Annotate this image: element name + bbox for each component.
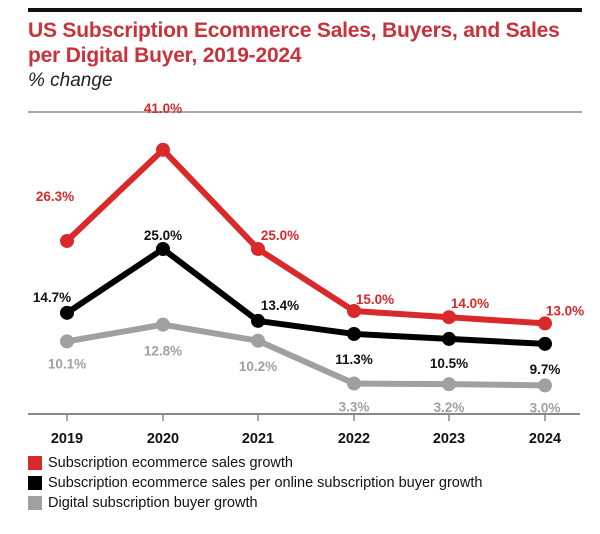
data-point [538, 378, 552, 393]
series-line [64, 146, 546, 327]
data-label: 41.0% [144, 101, 182, 116]
data-label: 10.5% [430, 356, 468, 371]
data-label: 14.7% [33, 290, 71, 305]
data-point [156, 242, 170, 256]
legend: Subscription ecommerce sales growth Subs… [28, 453, 482, 513]
top-rule [28, 8, 582, 12]
data-point [60, 233, 74, 248]
x-tick-label: 2024 [529, 431, 561, 447]
data-point [442, 377, 456, 392]
data-point [251, 242, 265, 256]
data-point [442, 331, 456, 346]
data-point [60, 334, 74, 349]
legend-label: Subscription ecommerce sales growth [48, 455, 293, 471]
x-tick-label: 2019 [51, 431, 83, 447]
x-tick-label: 2021 [242, 431, 274, 447]
data-label: 11.3% [335, 352, 373, 367]
series-line [65, 246, 546, 347]
data-label: 12.8% [144, 344, 182, 359]
data-point [538, 336, 552, 351]
data-label: 10.2% [239, 359, 277, 374]
data-label: 3.3% [339, 400, 370, 415]
x-tick-label: 2022 [338, 431, 370, 447]
data-point [347, 376, 361, 391]
legend-label: Subscription ecommerce sales per online … [48, 475, 483, 491]
data-label: 15.0% [356, 292, 394, 307]
header-rule [28, 111, 582, 113]
legend-swatch [28, 456, 42, 470]
legend-label: Digital subscription buyer growth [48, 495, 258, 511]
data-point [442, 310, 456, 325]
legend-item: Subscription ecommerce sales per online … [28, 473, 482, 493]
data-label: 3.2% [434, 400, 465, 415]
x-tick-label: 2020 [147, 431, 179, 447]
data-label: 3.0% [530, 400, 561, 415]
data-point [347, 326, 361, 341]
data-label: 9.7% [530, 362, 561, 377]
data-label: 25.0% [144, 228, 182, 243]
legend-swatch [28, 496, 42, 510]
data-point [251, 313, 265, 328]
data-label: 14.0% [451, 296, 489, 311]
data-label: 13.0% [546, 303, 584, 318]
series-line [66, 321, 546, 389]
data-point [538, 316, 552, 331]
legend-item: Subscription ecommerce sales growth [28, 453, 482, 473]
chart-title: US Subscription Ecommerce Sales, Buyers,… [28, 19, 560, 67]
data-label: 25.0% [261, 228, 299, 243]
chart-subtitle: % change [28, 70, 113, 91]
legend-swatch [28, 476, 42, 490]
data-label: 10.1% [48, 356, 86, 371]
data-label: 13.4% [261, 298, 299, 313]
data-point [156, 142, 170, 157]
data-point [60, 305, 74, 320]
legend-item: Digital subscription buyer growth [28, 493, 482, 513]
data-label: 26.3% [36, 189, 74, 204]
data-point [347, 304, 361, 318]
x-tick-label: 2023 [433, 431, 465, 447]
data-point [251, 333, 265, 348]
data-point [156, 317, 170, 332]
